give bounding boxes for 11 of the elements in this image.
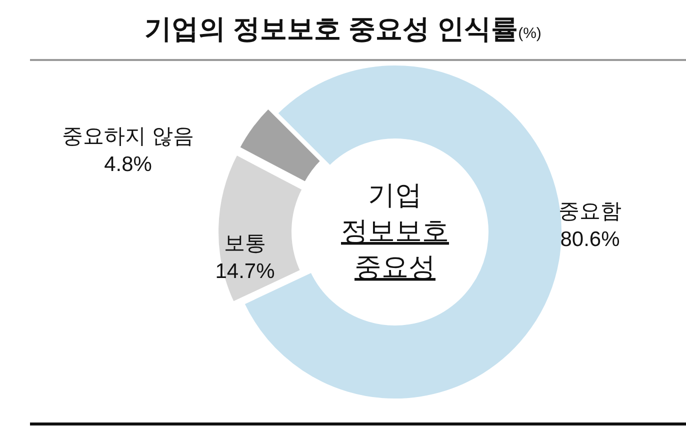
text: 중요성 <box>354 252 436 282</box>
chart-title: 기업의 정보보호 중요성 인식률 <box>144 14 518 44</box>
data-label: 4.8% <box>104 153 152 176</box>
slice-label: 중요하지 않음 <box>62 125 194 148</box>
text: 기업 <box>368 180 422 210</box>
slice-label: 보통 <box>224 232 266 255</box>
chart-subtitle: (%) <box>518 25 542 42</box>
data-label: 80.6% <box>560 228 620 251</box>
data-label: 14.7% <box>215 260 275 283</box>
text: 정보보호 <box>341 216 449 246</box>
slice-label: 중요함 <box>558 200 622 223</box>
